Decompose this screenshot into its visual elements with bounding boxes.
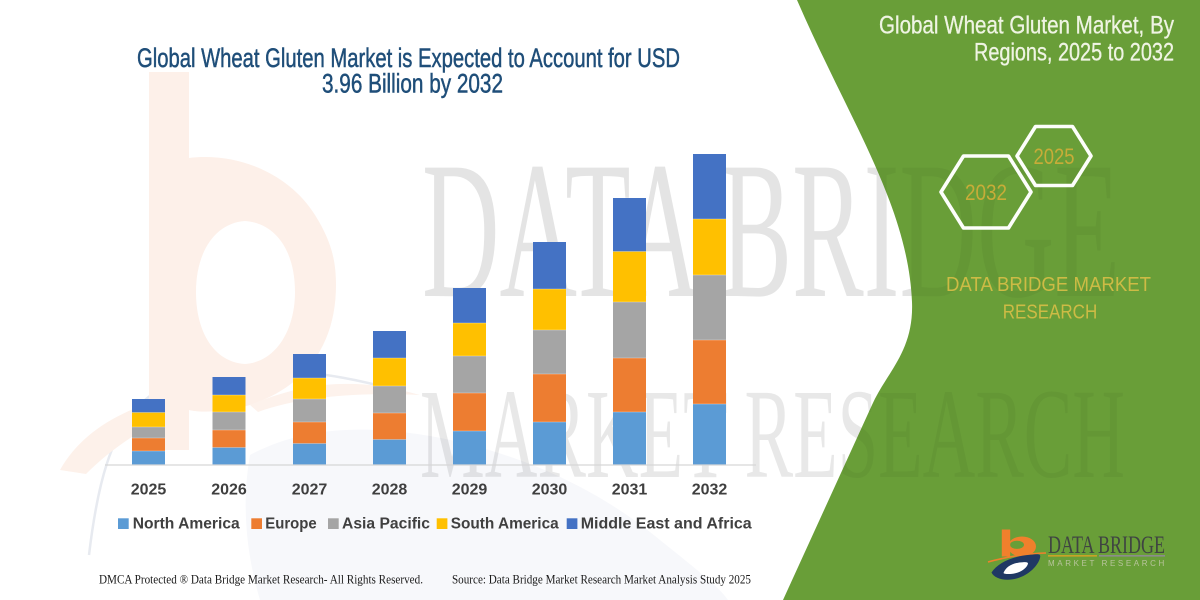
svg-text:2025: 2025	[131, 481, 167, 498]
svg-text:DATA BRIDGE: DATA BRIDGE	[1048, 532, 1165, 559]
svg-text:DMCA Protected ® Data Bridge M: DMCA Protected ® Data Bridge Market Rese…	[99, 571, 423, 586]
svg-text:Regions, 2025 to 2032: Regions, 2025 to 2032	[974, 39, 1174, 67]
svg-text:2025: 2025	[1034, 144, 1075, 169]
svg-text:2029: 2029	[452, 481, 488, 498]
svg-text:South America: South America	[451, 515, 559, 532]
svg-text:2026: 2026	[211, 481, 247, 498]
svg-text:Source: Data Bridge Market Res: Source: Data Bridge Market Research Mark…	[452, 571, 751, 586]
svg-text:North America: North America	[133, 515, 240, 532]
svg-text:2032: 2032	[965, 180, 1007, 205]
svg-text:Asia Pacific: Asia Pacific	[342, 515, 430, 532]
svg-text:DATA BRIDGE MARKET: DATA BRIDGE MARKET	[946, 274, 1151, 296]
svg-text:2032: 2032	[692, 481, 728, 498]
svg-text:Global Wheat Gluten Market is: Global Wheat Gluten Market is Expected t…	[137, 43, 680, 73]
svg-text:RESEARCH: RESEARCH	[1003, 302, 1098, 324]
svg-text:3.96 Billion by 2032: 3.96 Billion by 2032	[322, 69, 503, 99]
svg-text:2030: 2030	[532, 481, 568, 498]
svg-text:Europe: Europe	[265, 515, 316, 532]
svg-text:2028: 2028	[372, 481, 408, 498]
svg-text:2031: 2031	[612, 481, 648, 498]
svg-text:2027: 2027	[292, 481, 328, 498]
svg-text:MARKET RESEARCH: MARKET RESEARCH	[1048, 559, 1167, 568]
svg-text:Middle East and Africa: Middle East and Africa	[581, 515, 752, 532]
svg-text:Global Wheat Gluten Market, By: Global Wheat Gluten Market, By	[879, 12, 1174, 40]
